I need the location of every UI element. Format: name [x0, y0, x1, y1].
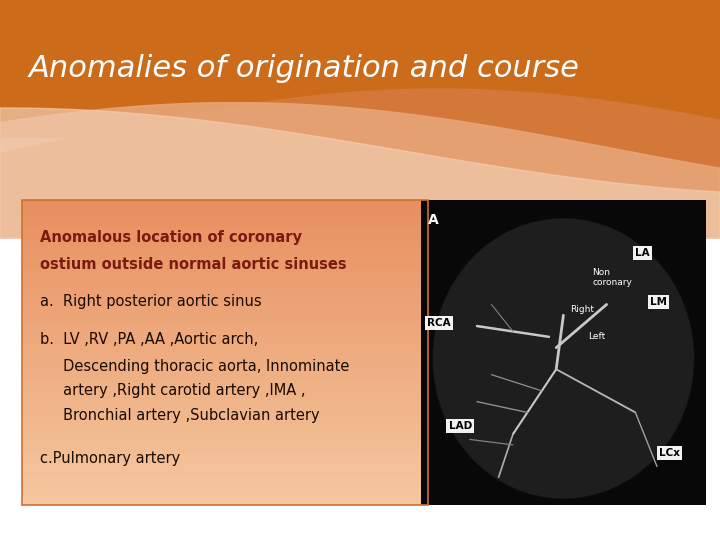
Bar — [22, 332, 428, 337]
Bar — [22, 439, 428, 444]
Text: a.  Right posterior aortic sinus: a. Right posterior aortic sinus — [40, 294, 261, 309]
Bar — [22, 220, 428, 225]
Bar — [22, 475, 428, 480]
Bar — [22, 276, 428, 281]
Text: Left: Left — [589, 332, 606, 341]
Bar — [22, 271, 428, 276]
Bar — [22, 225, 428, 231]
Text: ostium outside normal aortic sinuses: ostium outside normal aortic sinuses — [40, 256, 346, 272]
Bar — [22, 353, 428, 357]
Bar — [22, 459, 428, 464]
Bar — [22, 322, 428, 327]
Bar — [22, 240, 428, 246]
Bar — [22, 292, 428, 296]
Bar — [22, 398, 428, 403]
Bar — [22, 251, 428, 256]
Bar — [22, 231, 428, 235]
Text: b.  LV ,RV ,PA ,AA ,Aortic arch,: b. LV ,RV ,PA ,AA ,Aortic arch, — [40, 332, 258, 347]
Bar — [22, 205, 428, 210]
Ellipse shape — [433, 218, 694, 499]
Bar — [22, 414, 428, 418]
Bar — [22, 500, 428, 505]
Bar — [22, 327, 428, 332]
Bar — [22, 266, 428, 271]
Text: artery ,Right carotid artery ,IMA ,: artery ,Right carotid artery ,IMA , — [40, 383, 305, 399]
Bar — [22, 210, 428, 215]
Text: LAD: LAD — [449, 421, 472, 431]
Bar — [22, 200, 428, 205]
Text: Anomalies of origination and course: Anomalies of origination and course — [29, 55, 580, 83]
Bar — [22, 301, 428, 307]
Text: Non
coronary: Non coronary — [593, 268, 632, 287]
Bar — [22, 423, 428, 429]
Bar — [22, 490, 428, 495]
Bar — [22, 296, 428, 301]
Bar — [22, 444, 428, 449]
Text: Anomalous location of coronary: Anomalous location of coronary — [40, 230, 302, 245]
Bar — [22, 362, 428, 368]
Bar — [22, 368, 428, 373]
Text: A: A — [428, 213, 439, 227]
Bar — [421, 200, 706, 505]
Bar — [22, 373, 428, 378]
Text: Right: Right — [571, 305, 595, 314]
Bar — [22, 286, 428, 292]
Bar — [22, 342, 428, 347]
Text: c.Pulmonary artery: c.Pulmonary artery — [40, 451, 180, 466]
Bar — [22, 464, 428, 469]
Bar — [0, 0, 720, 138]
Text: LM: LM — [649, 297, 667, 307]
Bar — [22, 200, 428, 505]
Bar — [22, 378, 428, 383]
Text: LCx: LCx — [659, 448, 680, 458]
Bar — [22, 215, 428, 220]
Text: LA: LA — [635, 248, 650, 258]
Bar — [22, 347, 428, 353]
Bar — [22, 307, 428, 312]
Bar — [22, 495, 428, 500]
Bar — [22, 235, 428, 240]
Bar — [22, 480, 428, 484]
Bar — [22, 281, 428, 286]
Bar — [22, 317, 428, 322]
Text: RCA: RCA — [427, 319, 451, 328]
Bar — [22, 261, 428, 266]
Text: Descending thoracic aorta, Innominate: Descending thoracic aorta, Innominate — [40, 359, 349, 374]
Bar — [22, 469, 428, 474]
Bar — [22, 312, 428, 317]
Bar — [22, 393, 428, 398]
Bar — [22, 388, 428, 393]
Bar — [22, 337, 428, 342]
Bar — [22, 454, 428, 459]
Bar — [22, 418, 428, 423]
Bar — [22, 408, 428, 414]
Bar — [22, 449, 428, 454]
Bar — [22, 434, 428, 439]
Bar — [22, 429, 428, 434]
Bar — [22, 357, 428, 362]
Bar — [22, 383, 428, 388]
Text: Bronchial artery ,Subclavian artery: Bronchial artery ,Subclavian artery — [40, 408, 319, 423]
Bar — [22, 484, 428, 490]
Bar — [22, 246, 428, 251]
Bar — [22, 403, 428, 408]
Bar — [22, 256, 428, 261]
